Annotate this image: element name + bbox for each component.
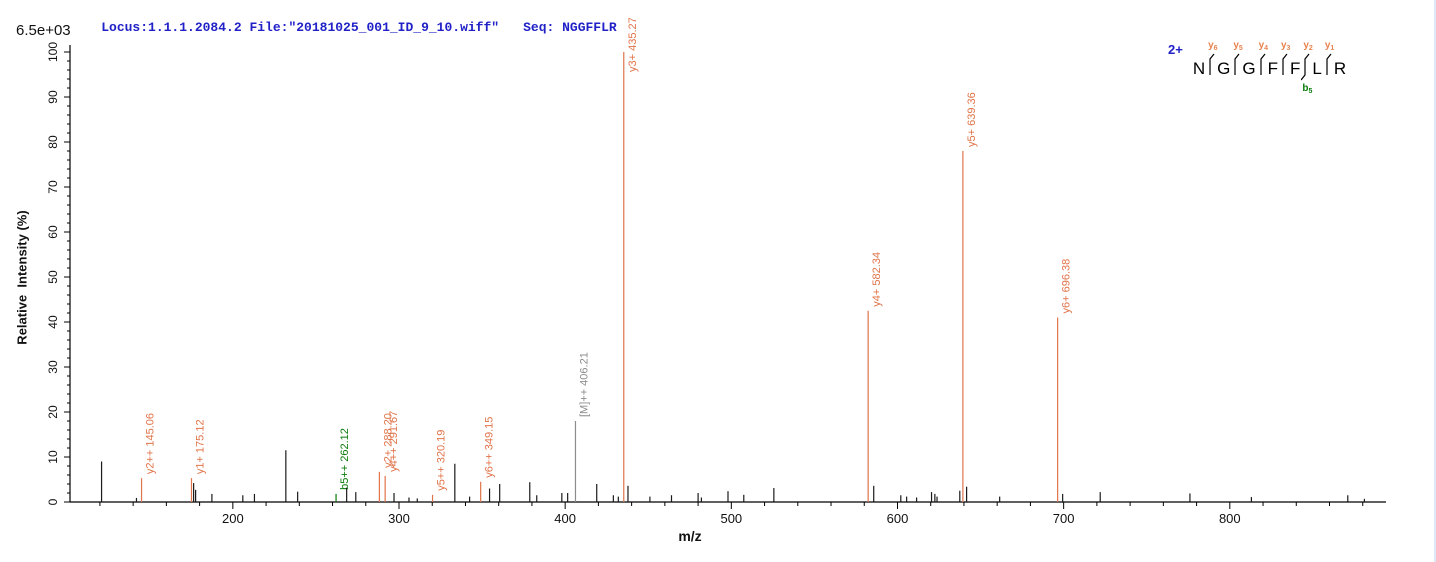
peak-annotation: [M]++ 406.21 <box>578 352 590 417</box>
fragment-divider: y1 <box>1323 40 1334 81</box>
fragment-divider-glyph <box>1234 53 1240 75</box>
ion-index: 2 <box>1308 45 1313 52</box>
peak-annotation: b5++ 262.12 <box>339 428 351 490</box>
x-tick-label: 400 <box>554 511 576 526</box>
fragment-divider: y5 <box>1231 40 1243 81</box>
ion-index: 4 <box>1264 45 1269 52</box>
y-tick-label: 50 <box>46 270 60 284</box>
y-tick-label: 100 <box>46 42 60 62</box>
residue-letter: F <box>1267 58 1278 78</box>
y-tick-label: 70 <box>46 180 60 194</box>
x-tick-label: 200 <box>222 511 244 526</box>
fragment-divider: y6 <box>1206 40 1218 81</box>
residue-letter: G <box>1217 58 1231 78</box>
y-tick-label: 10 <box>46 450 60 464</box>
fragment-divider-glyph <box>1301 53 1310 81</box>
fragment-divider-glyph <box>1259 53 1266 75</box>
y-ion-label: y3 <box>1280 40 1291 52</box>
ion-index: 3 <box>1286 45 1291 52</box>
ion-index: 1 <box>1330 45 1335 52</box>
y-ion-label: y4 <box>1258 40 1269 52</box>
b-ion-label: b5 <box>1302 83 1313 95</box>
locus-file-label: Locus:1.1.1.2084.2 File:"20181025_001_ID… <box>101 20 500 35</box>
y-tick-label: 80 <box>46 135 60 149</box>
y-tick-label: 0 <box>46 498 60 505</box>
peak-annotation: y4++ 291.67 <box>388 411 400 472</box>
x-tick-label: 700 <box>1053 511 1075 526</box>
ion-index: 5 <box>1308 88 1313 95</box>
precursor-charge-label: 2+ <box>1168 42 1183 57</box>
y-tick-label: 60 <box>46 225 60 239</box>
fragment-divider-glyph <box>1209 53 1215 75</box>
ion-index: 5 <box>1238 45 1243 52</box>
sequence-label: Seq: NGGFFLR <box>523 20 617 35</box>
y-tick-label: 40 <box>46 315 60 329</box>
residue-letter: G <box>1242 58 1256 78</box>
fragment-divider: y3 <box>1279 40 1290 81</box>
residue-letter: L <box>1312 58 1322 78</box>
base-peak-intensity-label: 6.5e+03 <box>16 22 71 39</box>
peak-annotation: y3+ 435.27 <box>627 17 639 72</box>
y-tick-label: 30 <box>46 360 60 374</box>
spectrum-title-bar: Locus:1.1.1.2084.2 File:"20181025_001_ID… <box>70 5 617 50</box>
peak-annotation: y6++ 349.15 <box>484 417 496 478</box>
y-ion-label: y5 <box>1233 40 1243 52</box>
x-tick-label: 500 <box>720 511 742 526</box>
x-tick-label: 800 <box>1219 511 1241 526</box>
fragment-divider-glyph <box>1326 53 1332 75</box>
x-tick-label: 300 <box>388 511 410 526</box>
y-ion-label: y2 <box>1303 40 1313 52</box>
peak-annotation: y5++ 320.19 <box>436 430 448 491</box>
x-tick-label: 600 <box>887 511 909 526</box>
x-axis-title: m/z <box>678 528 702 544</box>
y-tick-label: 20 <box>46 405 60 419</box>
peak-annotation: y4+ 582.34 <box>871 252 883 307</box>
peak-annotation: y6+ 696.38 <box>1061 259 1073 314</box>
peak-annotation: y1+ 175.12 <box>194 419 206 474</box>
window-edge-strip <box>1434 0 1436 562</box>
ion-index: 6 <box>1213 45 1218 52</box>
y-tick-label: 90 <box>46 90 60 104</box>
residue-letter: N <box>1192 58 1206 78</box>
residue-letter: F <box>1289 58 1301 78</box>
residue-letter: R <box>1333 58 1347 78</box>
peak-annotation: y5+ 639.36 <box>966 92 978 147</box>
fragment-divider: y4 <box>1257 40 1268 81</box>
fragment-divider: y2 b5 <box>1301 40 1313 95</box>
peak-annotation: y2++ 145.06 <box>145 413 157 474</box>
y-ion-label: y1 <box>1324 40 1335 52</box>
y-ion-label: y6 <box>1208 40 1218 52</box>
fragment-divider-glyph <box>1282 53 1288 75</box>
peak-annotation: y2+ 288.20 <box>382 413 394 468</box>
